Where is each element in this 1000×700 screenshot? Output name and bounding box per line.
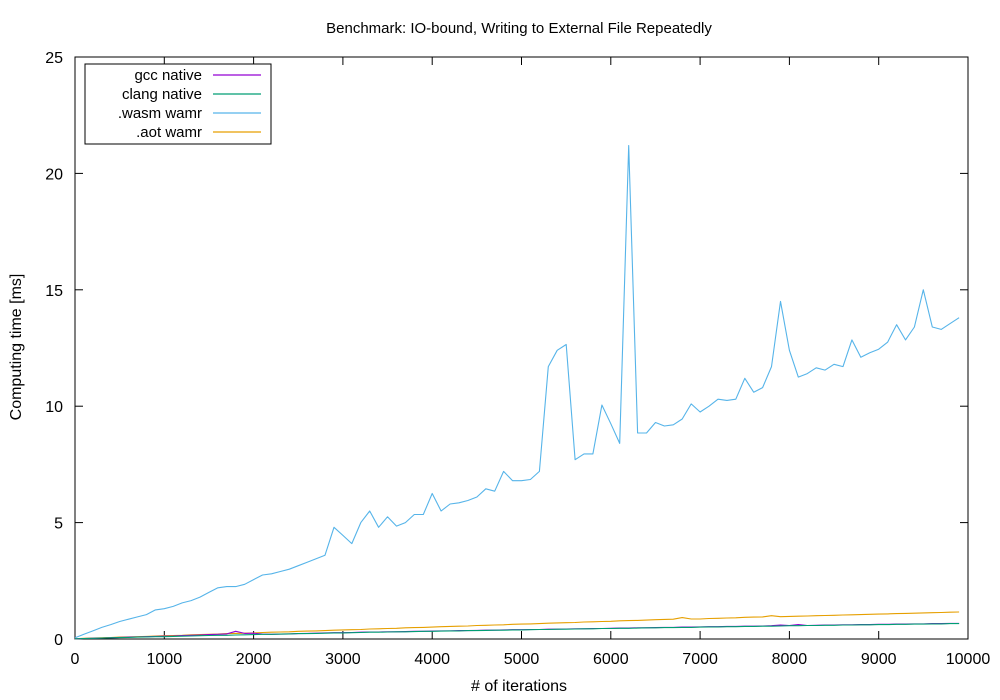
- x-tick-label: 8000: [772, 651, 808, 668]
- series-line-wasm-wamr: [74, 144, 960, 639]
- plot-area: 0 1000 2000 3000 4000 5000 6000 7000 8000 9000 100…: [45, 50, 990, 668]
- x-tick-label: 6000: [593, 651, 629, 668]
- legend-box: [84, 63, 272, 145]
- y-tick-label: 5: [54, 516, 63, 533]
- x-tick-label: 7000: [682, 651, 718, 668]
- x-tick-label: 2000: [236, 651, 272, 668]
- legend-label: .aot wamr: [136, 124, 202, 141]
- legend-label: clang native: [122, 86, 202, 103]
- x-tick-label: 5000: [504, 651, 540, 668]
- y-tick-label: 0: [54, 632, 63, 649]
- x-tick-label: 3000: [325, 651, 361, 668]
- y-tick-label: 15: [45, 283, 63, 300]
- x-tick-label: 1000: [147, 651, 183, 668]
- x-tick-label: 4000: [414, 651, 450, 668]
- legend-label: .wasm wamr: [118, 105, 202, 122]
- x-tick-label: 9000: [861, 651, 897, 668]
- x-tick-label: 10000: [946, 651, 991, 668]
- x-tick-label: 0: [71, 651, 80, 668]
- y-axis-label: Computing time [ms]: [8, 274, 25, 421]
- y-tick-label: 25: [45, 50, 63, 67]
- y-tick-label: 10: [45, 399, 63, 416]
- series-line-clang-native: [74, 623, 960, 640]
- y-tick-label: 20: [45, 166, 63, 183]
- chart-title: Benchmark: IO-bound, Writing to External…: [326, 20, 712, 37]
- legend-label: gcc native: [134, 67, 202, 84]
- x-axis-label: # of iterations: [471, 678, 567, 695]
